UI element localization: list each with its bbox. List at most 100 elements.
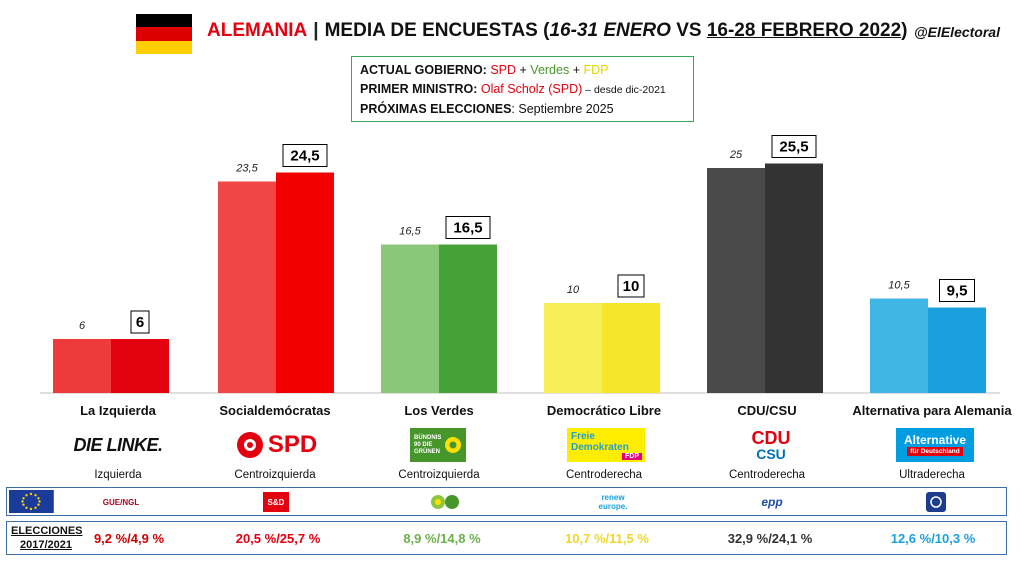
cdu-csu-logo: CDU CSU (740, 428, 802, 462)
period-previous: 16-31 ENERO (549, 20, 671, 41)
title-separator: | (313, 20, 319, 41)
title-text: MEDIA DE ENCUESTAS ( (324, 20, 550, 41)
party-name-spd: Socialdemócratas (219, 403, 331, 418)
party-name-afd: Alternativa para Alemania (852, 403, 1012, 418)
bar-current (765, 163, 823, 393)
party-name-verdes: Los Verdes (404, 403, 474, 418)
government-info-box: ACTUAL GOBIERNO: SPD + Verdes + FDP PRIM… (351, 56, 694, 122)
data-label-current: 6 (136, 314, 144, 331)
data-label-box (282, 144, 328, 167)
fdp-logo-sub: FDP (622, 452, 642, 460)
bar-previous (53, 339, 111, 393)
title-close: ) (901, 20, 908, 41)
bar-current (928, 307, 986, 393)
die-linke-logo-text: DIE LINKE. (73, 434, 163, 455)
fdp-logo: Freie Demokraten FDP (567, 428, 645, 462)
ideology-afd: Ultraderecha (899, 469, 965, 481)
bar-previous (544, 303, 602, 393)
ideology-fdp: Centroderecha (565, 469, 643, 481)
flag-stripe-gold (136, 40, 192, 54)
eu-groups-row: GUE/NGL S&D renew europe. epp (6, 487, 1007, 516)
author-handle: @ElElectoral (913, 24, 1000, 40)
flag-stripe-red (136, 27, 192, 41)
s-and-d-logo: S&D (263, 492, 289, 512)
bar-current (602, 303, 660, 393)
renew-europe-logo-text: renew europe. (598, 493, 628, 511)
title-vs: VS (670, 20, 707, 41)
gue-ngl-logo: GUE/NGL (91, 492, 151, 512)
eu-flag-icon (9, 490, 54, 513)
results-label: ELECCIONES 2017/2021 (11, 524, 83, 552)
bar-current (111, 339, 169, 393)
s-and-d-logo-text: S&D (267, 497, 285, 507)
past-election-results-row: ELECCIONES 2017/2021 9,2 %/4,9 % 20,5 %/… (6, 521, 1007, 555)
renew-europe-logo: renew europe. (583, 492, 643, 512)
info-pm-name: Olaf Scholz (SPD) (480, 82, 583, 96)
data-label-previous: 10 (567, 284, 580, 296)
data-label-current: 25,5 (779, 139, 808, 156)
data-label-previous: 6 (79, 320, 86, 332)
data-label-current: 16,5 (453, 220, 482, 237)
germany-flag (136, 14, 192, 54)
bar-previous (870, 298, 928, 393)
country-name: ALEMANIA (207, 20, 308, 41)
info-next-value: : Septiembre 2025 (511, 102, 614, 116)
data-label-previous: 10,5 (888, 280, 910, 292)
csu-logo-text: CSU (756, 445, 786, 462)
fdp-logo-text: Freie Demokraten (571, 430, 629, 453)
flag-stripe-black (136, 14, 192, 28)
sunflower-icon (445, 437, 461, 453)
die-linke-logo: DIE LINKE. (68, 428, 168, 462)
info-gov-spd: SPD (490, 63, 517, 77)
info-plus-2: + (569, 63, 584, 77)
spd-rose-icon (236, 432, 263, 458)
grune-logo: BÜNDNIS 90 DIE GRÜNEN (410, 428, 466, 462)
result-verdes: 8,9 %/14,8 % (403, 531, 481, 546)
ideology-verdes: Centroizquierda (398, 469, 480, 481)
result-fdp: 10,7 %/11,5 % (565, 531, 649, 546)
epp-logo-text: epp (761, 495, 783, 509)
info-plus-1: + (516, 63, 531, 77)
data-label-box (939, 279, 975, 302)
data-label-box (445, 216, 491, 239)
info-pm-since: – desde dic-2021 (582, 84, 666, 96)
greens-efa-logo (428, 492, 462, 512)
party-name-fdp: Democrático Libre (546, 403, 662, 418)
spd-logo: SPD (228, 428, 324, 462)
result-spd: 20,5 %/25,7 % (235, 531, 321, 546)
info-gov-fdp: FDP (583, 63, 609, 77)
id-group-logo (926, 492, 946, 512)
info-pm-label: PRIMER MINISTRO: (360, 82, 478, 96)
bar-previous (218, 181, 276, 393)
info-next-label: PRÓXIMAS ELECCIONES (360, 102, 512, 116)
info-next-line: PRÓXIMAS ELECCIONES: Septiembre 2025 (360, 100, 685, 119)
bar-chart: 6 6 23,5 24,5 16,5 16,5 10 10 25 25,5 10,5 9,5 (40, 135, 1000, 394)
bar-previous (707, 168, 765, 393)
party-name-cdu: CDU/CSU (737, 403, 797, 418)
data-label-previous: 23,5 (235, 163, 258, 175)
ideology-linke: Izquierda (94, 469, 142, 481)
info-government-label: ACTUAL GOBIERNO: (360, 63, 487, 77)
data-label-previous: 16,5 (399, 226, 421, 238)
grune-logo-text: BÜNDNIS 90 DIE GRÜNEN (414, 434, 442, 455)
party-name-linke: La Izquierda (80, 403, 156, 418)
results-label-line2: 2017/2021 (20, 539, 72, 551)
results-label-line1: ELECCIONES (11, 525, 83, 537)
ideology-cdu: Centroderecha (728, 469, 806, 481)
bar-current (439, 244, 497, 393)
data-label-box (130, 310, 150, 334)
info-pm-line: PRIMER MINISTRO: Olaf Scholz (SPD) – des… (360, 80, 685, 100)
data-label-previous: 25 (729, 149, 743, 161)
cdu-logo-text: CDU (751, 427, 791, 448)
chart-title: ALEMANIA | MEDIA DE ENCUESTAS (16-31 ENERO… (207, 20, 907, 42)
data-label-box (771, 135, 817, 158)
period-current: 16-28 FEBRERO 2022 (706, 20, 902, 41)
result-linke: 9,2 %/4,9 % (93, 531, 165, 546)
data-label-current: 24,5 (290, 148, 319, 165)
gue-ngl-logo-text: GUE/NGL (102, 497, 140, 507)
result-cdu: 32,9 %/24,1 % (727, 531, 813, 546)
afd-logo-text: Alternative (903, 433, 967, 447)
epp-logo: epp (747, 492, 797, 512)
result-afd: 12,6 %/10,3 % (890, 531, 976, 546)
ideology-spd: Centroizquierda (234, 469, 316, 481)
